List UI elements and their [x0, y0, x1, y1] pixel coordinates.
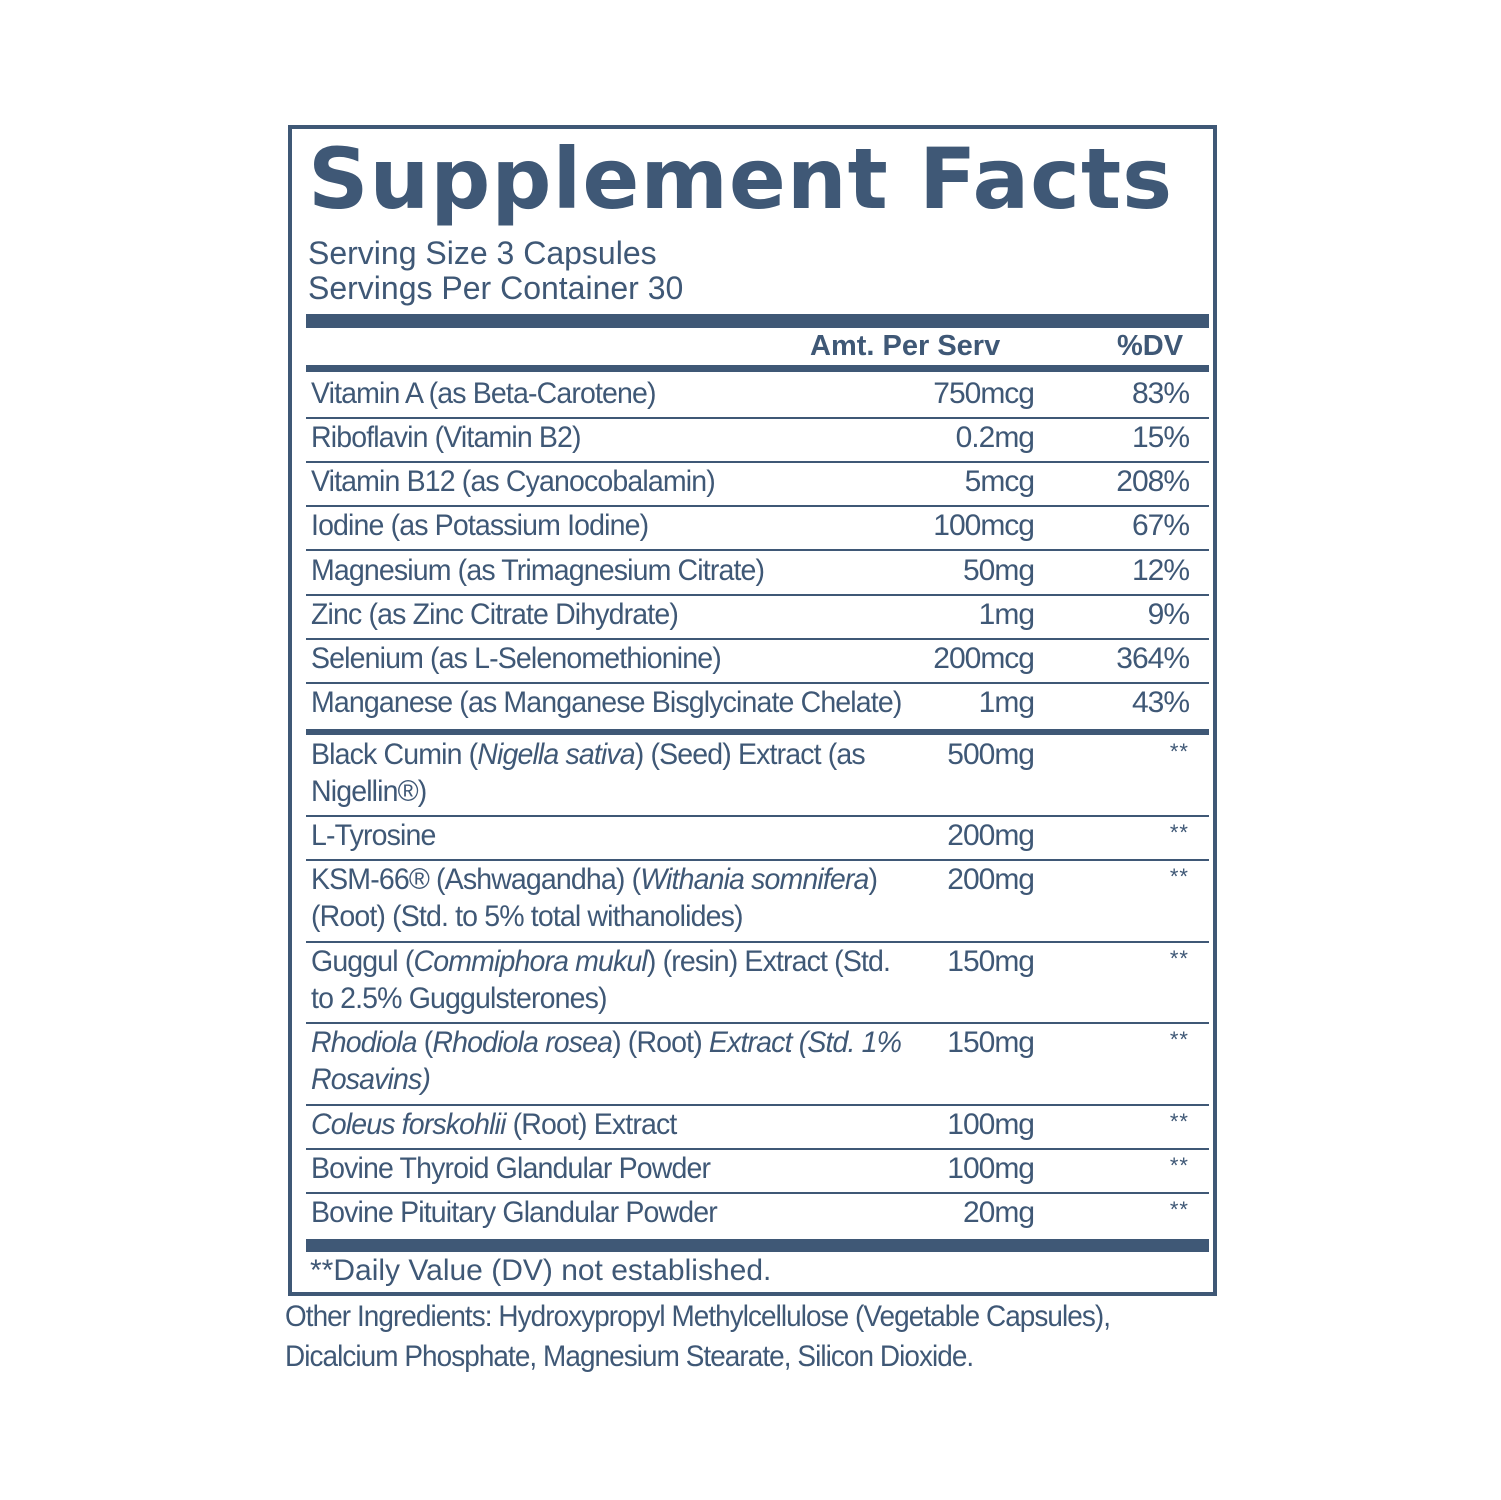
nutrient-amount: 1mg: [978, 598, 1035, 631]
ingredient-dv: **: [1169, 1153, 1189, 1178]
row-divider: [306, 505, 1209, 507]
ingredient-dv: **: [1169, 820, 1189, 845]
nutrient-dv: 9%: [1147, 598, 1190, 631]
ingredient-amount: 100mg: [947, 1152, 1035, 1185]
dv-header: %DV: [1117, 330, 1184, 362]
nutrient-amount: 0.2mg: [955, 421, 1035, 454]
ingredient-amount: 150mg: [947, 1026, 1035, 1059]
ingredient-dv: **: [1169, 1027, 1189, 1052]
row-divider: [306, 1148, 1209, 1150]
ingredient-name: Black Cumin (Nigella sativa) (Seed) Extr…: [311, 738, 866, 808]
nutrient-name: Magnesium (as Trimagnesium Citrate): [311, 554, 765, 587]
panel-title: Supplement Facts: [308, 130, 1174, 228]
nutrient-dv: 364%: [1116, 642, 1190, 675]
ingredient-name: Bovine Pituitary Glandular Powder: [311, 1196, 718, 1229]
ingredient-amount: 100mg: [947, 1108, 1035, 1141]
nutrient-amount: 50mg: [962, 554, 1035, 587]
supplement-facts-panel: Supplement Facts Serving Size 3 Capsules…: [288, 125, 1217, 1296]
row-divider: [306, 461, 1209, 463]
row-divider: [306, 549, 1209, 551]
row-divider: [306, 638, 1209, 640]
servings-per-container: Servings Per Container 30: [308, 270, 684, 306]
nutrient-name: Iodine (as Potassium Iodine): [311, 509, 649, 542]
ingredient-name: Rhodiola (Rhodiola rosea) (Root) Extract…: [311, 1026, 902, 1096]
section-divider: [306, 729, 1209, 735]
nutrient-amount: 200mcg: [933, 642, 1035, 675]
ingredient-name: KSM-66® (Ashwagandha) (Withania somnifer…: [311, 863, 878, 933]
nutrient-amount: 100mcg: [933, 509, 1035, 542]
serving-size: Serving Size 3 Capsules: [308, 235, 657, 271]
row-divider: [306, 1104, 1209, 1106]
ingredient-amount: 200mg: [947, 863, 1035, 896]
ingredient-amount: 150mg: [947, 945, 1035, 978]
thick-divider-bottom: [306, 1239, 1209, 1252]
row-divider: [306, 417, 1209, 419]
row-divider: [306, 815, 1209, 817]
row-divider: [306, 1192, 1209, 1194]
nutrient-dv: 67%: [1131, 509, 1190, 542]
amount-header: Amt. Per Serv: [810, 330, 1001, 362]
ingredient-dv: **: [1169, 946, 1189, 971]
nutrient-dv: 12%: [1131, 554, 1190, 587]
nutrient-name: Vitamin B12 (as Cyanocobalamin): [311, 465, 716, 498]
ingredient-name: Bovine Thyroid Glandular Powder: [311, 1152, 711, 1185]
thick-divider-top: [306, 314, 1209, 328]
nutrient-name: Manganese (as Manganese Bisglycinate Che…: [311, 686, 902, 719]
nutrient-name: Riboflavin (Vitamin B2): [311, 421, 582, 454]
row-divider: [306, 859, 1209, 861]
nutrient-amount: 750mcg: [933, 377, 1035, 410]
nutrient-dv: 15%: [1131, 421, 1190, 454]
ingredient-name: L-Tyrosine: [311, 819, 436, 852]
row-divider: [306, 1022, 1209, 1024]
ingredient-dv: **: [1169, 864, 1189, 889]
ingredient-amount: 500mg: [947, 738, 1035, 771]
nutrient-amount: 1mg: [978, 686, 1035, 719]
ingredient-dv: **: [1169, 1109, 1189, 1134]
header-divider: [306, 365, 1209, 372]
ingredient-name: Guggul (Commiphora mukul) (resin) Extrac…: [311, 945, 891, 1015]
nutrient-dv: 208%: [1116, 465, 1190, 498]
nutrient-dv: 43%: [1131, 686, 1190, 719]
nutrient-name: Vitamin A (as Beta-Carotene): [311, 377, 656, 410]
nutrient-dv: 83%: [1131, 377, 1190, 410]
ingredient-dv: **: [1169, 739, 1189, 764]
nutrient-amount: 5mcg: [964, 465, 1035, 498]
ingredient-amount: 20mg: [962, 1196, 1035, 1229]
nutrient-name: Selenium (as L-Selenomethionine): [311, 642, 722, 675]
ingredient-name: Coleus forskohlii (Root) Extract: [311, 1108, 677, 1141]
ingredient-amount: 200mg: [947, 819, 1035, 852]
row-divider: [306, 594, 1209, 596]
ingredient-dv: **: [1169, 1197, 1189, 1222]
dv-footnote: **Daily Value (DV) not established.: [310, 1254, 772, 1287]
row-divider: [306, 682, 1209, 684]
other-ingredients: Other Ingredients: Hydroxypropyl Methylc…: [285, 1300, 1111, 1373]
row-divider: [306, 941, 1209, 943]
nutrient-name: Zinc (as Zinc Citrate Dihydrate): [311, 598, 679, 631]
